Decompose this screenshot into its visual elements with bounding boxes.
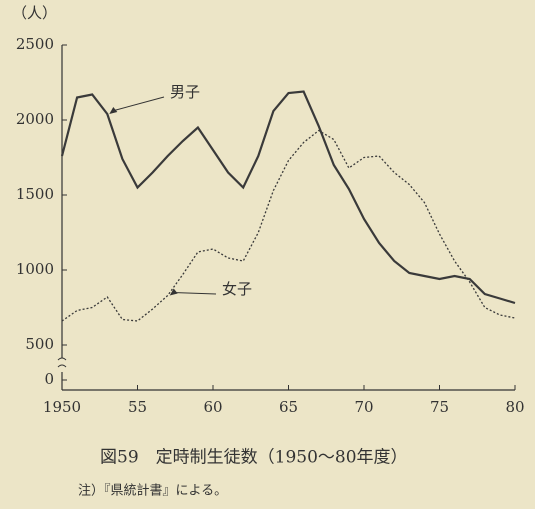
note: 注）『県統計書』による。 <box>78 483 227 499</box>
series-label: 男子 <box>170 83 200 101</box>
axis-break <box>57 357 67 368</box>
label-arrow-head <box>169 288 178 296</box>
label-arrow <box>172 292 217 295</box>
x-tick-label: 70 <box>354 398 373 416</box>
label-arrow <box>112 96 165 112</box>
label-arrow-head <box>109 107 118 114</box>
x-tick-label: 75 <box>430 398 449 416</box>
x-tick-label: 55 <box>128 398 147 416</box>
y-tick-label: 0 <box>44 370 54 388</box>
x-tick-label: 65 <box>279 398 298 416</box>
series-label: 女子 <box>222 280 252 298</box>
y-tick-label: 2500 <box>16 35 54 53</box>
y-unit-label: （人） <box>12 4 57 22</box>
y-tick-label: 500 <box>25 335 54 353</box>
y-tick-label: 1500 <box>16 185 54 203</box>
x-tick-label: 1950 <box>43 398 81 416</box>
caption: 図59 定時制生徒数（1950〜80年度） <box>100 448 408 468</box>
x-tick-label: 60 <box>203 398 222 416</box>
y-tick-label: 1000 <box>16 260 54 278</box>
series-line <box>60 90 516 305</box>
x-tick-label: 80 <box>505 398 524 416</box>
series-line <box>61 129 516 322</box>
y-tick-label: 2000 <box>16 110 54 128</box>
